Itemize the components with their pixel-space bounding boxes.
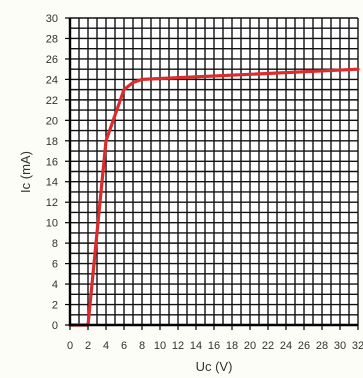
x-tick-label: 4 — [103, 340, 109, 352]
x-tick-label: 20 — [244, 340, 256, 352]
y-tick-label: 10 — [46, 218, 58, 230]
y-tick-label: 24 — [46, 74, 58, 86]
data-point — [104, 139, 108, 142]
y-tick-label: 16 — [46, 156, 58, 168]
y-tick-label: 22 — [46, 95, 58, 107]
data-point — [131, 81, 135, 84]
x-tick-label: 8 — [139, 340, 145, 352]
x-tick-label: 2 — [85, 340, 91, 352]
y-tick-label: 30 — [46, 13, 58, 25]
x-tick-label: 28 — [316, 340, 328, 352]
y-tick-label: 18 — [46, 136, 58, 148]
y-tick-label: 4 — [52, 279, 58, 291]
y-tick-label: 26 — [46, 54, 58, 66]
x-tick-label: 26 — [298, 340, 310, 352]
x-tick-label: 24 — [280, 340, 292, 352]
y-tick-label: 28 — [46, 33, 58, 45]
data-point — [140, 78, 144, 81]
x-tick-label: 32 — [352, 340, 363, 352]
y-tick-label: 0 — [52, 320, 58, 332]
data-point — [122, 88, 126, 91]
y-tick-label: 8 — [52, 238, 58, 250]
y-tick-label: 14 — [46, 177, 58, 189]
y-axis-label: Ic (mA) — [18, 151, 33, 193]
y-tick-label: 20 — [46, 115, 58, 127]
x-tick-label: 22 — [262, 340, 274, 352]
y-tick-label: 2 — [52, 300, 58, 312]
grid-lines — [69, 17, 359, 326]
data-point — [356, 67, 360, 71]
x-tick-labels: 0 2 4 6 8 10 12 14 16 18 20 22 24 26 28 30 32 — [67, 325, 363, 352]
x-tick-label: 12 — [172, 340, 184, 352]
x-tick-label: 30 — [334, 340, 346, 352]
x-tick-label: 0 — [67, 340, 73, 352]
y-tick-label: 6 — [52, 259, 58, 271]
x-tick-label: 18 — [226, 340, 238, 352]
x-tick-label: 16 — [208, 340, 220, 352]
x-tick-label: 10 — [154, 340, 166, 352]
x-tick-label: 14 — [190, 340, 202, 352]
x-axis-label: Uc (V) — [196, 359, 233, 374]
x-tick-label: 6 — [121, 340, 127, 352]
y-tick-label: 12 — [46, 197, 58, 209]
